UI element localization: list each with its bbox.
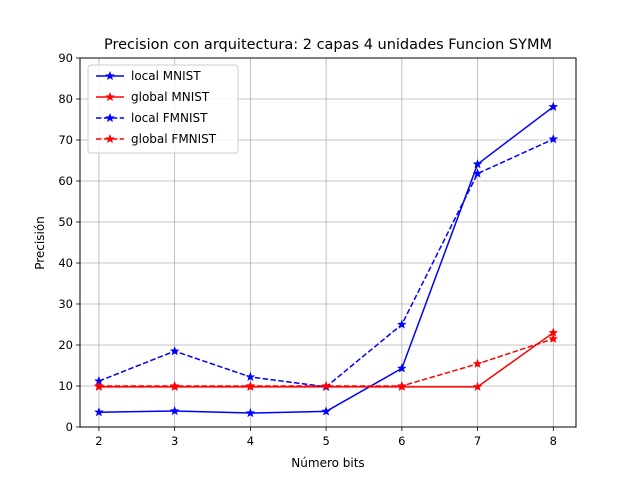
data-point-marker xyxy=(94,407,104,417)
series-1 xyxy=(94,101,559,418)
legend-label: global FMNIST xyxy=(131,132,217,146)
x-tick-label: 6 xyxy=(398,434,405,448)
data-point-marker xyxy=(472,168,483,178)
y-tick-label: 0 xyxy=(66,420,73,434)
y-axis-ticks: 0 10 20 30 40 50 60 70 80 90 xyxy=(58,51,80,434)
data-point-marker xyxy=(169,380,180,391)
legend-box xyxy=(87,64,239,154)
legend-item: global MNIST xyxy=(96,90,210,104)
legend-item: local FMNIST xyxy=(96,111,208,125)
legend: local MNIST global MNIST local FMNIST globa… xyxy=(87,64,239,154)
legend-marker xyxy=(105,91,115,102)
data-point-marker xyxy=(397,380,407,391)
y-tick-label: 50 xyxy=(58,215,73,229)
legend-marker xyxy=(105,70,115,81)
series-layer xyxy=(94,101,559,418)
x-axis-label: Número bits xyxy=(291,456,364,470)
legend-marker xyxy=(105,112,115,123)
data-point-marker xyxy=(548,101,559,111)
legend-marker xyxy=(105,133,115,144)
data-point-marker xyxy=(321,406,331,416)
y-tick-label: 70 xyxy=(58,133,73,147)
data-point-marker xyxy=(321,380,331,391)
data-point-marker xyxy=(472,358,483,368)
data-point-marker xyxy=(472,381,483,391)
data-point-marker xyxy=(245,380,256,391)
x-tick-label: 8 xyxy=(550,434,557,448)
y-tick-label: 20 xyxy=(58,338,73,352)
legend-label: global MNIST xyxy=(131,90,210,104)
data-point-marker xyxy=(548,134,559,144)
y-tick-label: 80 xyxy=(58,92,73,106)
legend-label: local FMNIST xyxy=(131,111,208,125)
x-tick-label: 2 xyxy=(95,434,102,448)
x-tick-label: 7 xyxy=(474,434,481,448)
y-tick-label: 90 xyxy=(58,51,73,65)
plot-frame xyxy=(79,57,577,428)
data-point-marker xyxy=(548,333,559,343)
x-tick-label: 5 xyxy=(322,434,329,448)
data-point-marker xyxy=(397,363,407,373)
data-point-marker xyxy=(169,405,180,416)
legend-label: local MNIST xyxy=(131,69,201,83)
x-tick-label: 3 xyxy=(171,434,178,448)
legend-item: local MNIST xyxy=(96,69,201,83)
y-tick-label: 10 xyxy=(58,379,73,393)
data-point-marker xyxy=(94,380,104,391)
data-point-marker xyxy=(169,346,180,356)
data-point-marker xyxy=(472,159,483,169)
data-point-marker xyxy=(245,408,256,418)
y-tick-label: 40 xyxy=(58,256,73,270)
x-tick-label: 4 xyxy=(247,434,254,448)
data-point-marker xyxy=(397,319,407,329)
data-point-marker xyxy=(245,371,256,382)
y-axis-label: Precisión xyxy=(33,216,47,270)
chart-title: Precision con arquitectura: 2 capas 4 un… xyxy=(104,37,552,53)
legend-item: global FMNIST xyxy=(96,132,217,146)
x-axis-ticks: 2 3 4 5 6 7 8 xyxy=(95,427,557,448)
y-tick-label: 30 xyxy=(58,297,73,311)
y-tick-label: 60 xyxy=(58,174,73,188)
series-4 xyxy=(94,333,559,391)
